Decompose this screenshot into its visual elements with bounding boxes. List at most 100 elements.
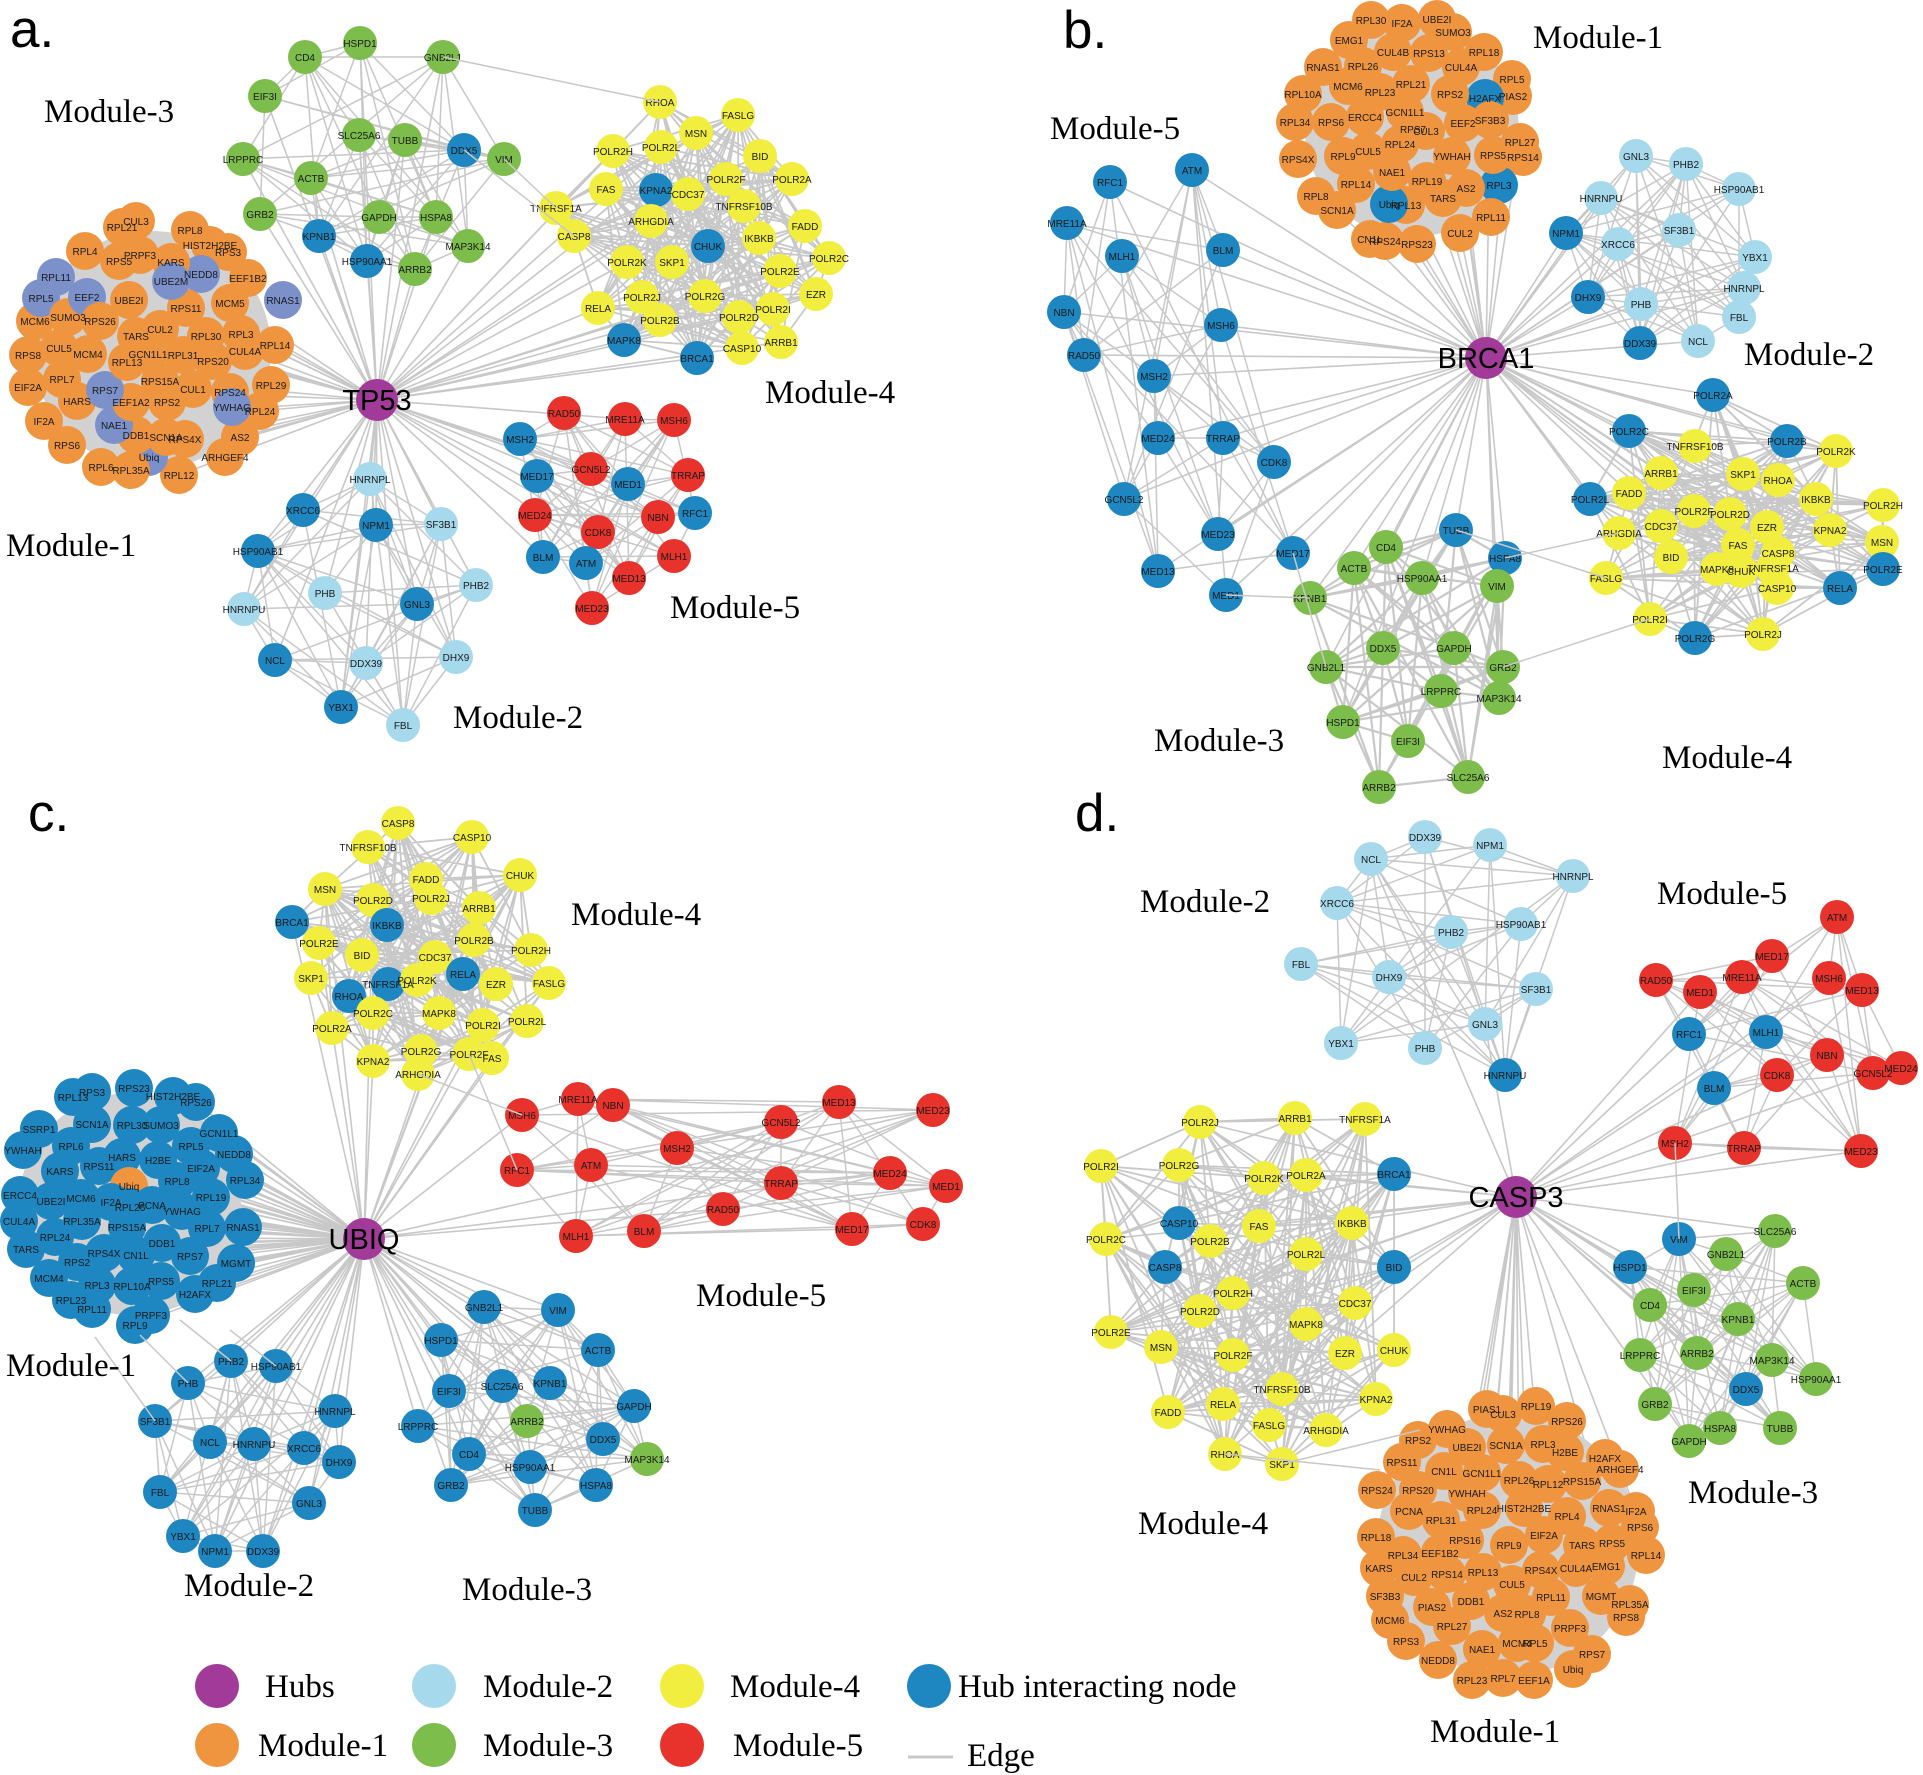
svg-text:CN1L: CN1L	[123, 1251, 149, 1262]
svg-text:SLC25A6: SLC25A6	[481, 1382, 524, 1393]
svg-text:VIM: VIM	[1670, 1235, 1688, 1246]
svg-text:RPL19: RPL19	[1412, 177, 1443, 188]
svg-text:Module-2: Module-2	[1744, 337, 1874, 373]
svg-text:FADD: FADD	[413, 875, 440, 886]
svg-text:MAPK8: MAPK8	[607, 336, 641, 347]
svg-text:RPL13: RPL13	[1391, 201, 1422, 212]
svg-text:GCN1L1: GCN1L1	[1386, 108, 1425, 119]
svg-text:RPL6: RPL6	[88, 463, 113, 474]
svg-text:Module-2: Module-2	[1140, 884, 1270, 920]
svg-text:POLR2D: POLR2D	[719, 313, 759, 324]
svg-text:CUL2: CUL2	[1447, 229, 1473, 240]
svg-text:MSH2: MSH2	[506, 435, 534, 446]
svg-text:ARRB1: ARRB1	[1278, 1114, 1312, 1125]
svg-text:DHX9: DHX9	[326, 1458, 353, 1469]
svg-text:MED24: MED24	[518, 511, 552, 522]
svg-text:RPL3: RPL3	[228, 330, 253, 341]
svg-text:RPL34: RPL34	[1388, 1551, 1419, 1562]
svg-text:CUL4A: CUL4A	[1445, 63, 1478, 74]
svg-text:HSPD1: HSPD1	[424, 1336, 458, 1347]
svg-text:SCN1A: SCN1A	[1489, 1441, 1523, 1452]
svg-text:RPL30: RPL30	[191, 332, 222, 343]
svg-text:CD4: CD4	[1640, 1301, 1660, 1312]
svg-text:HSPA8: HSPA8	[1489, 554, 1521, 565]
svg-text:IKBKB: IKBKB	[372, 921, 402, 932]
svg-text:RNAS1: RNAS1	[1306, 63, 1340, 74]
svg-text:RPS4X: RPS4X	[88, 1249, 121, 1260]
svg-text:CDC37: CDC37	[1645, 522, 1678, 533]
svg-text:RPS23: RPS23	[1401, 240, 1433, 251]
svg-text:RPL14: RPL14	[1631, 1551, 1662, 1562]
svg-text:RELA: RELA	[450, 970, 476, 981]
svg-text:HSP90AB1: HSP90AB1	[233, 547, 284, 558]
svg-text:IF2A: IF2A	[33, 417, 54, 428]
svg-text:KPNB1: KPNB1	[1722, 1315, 1755, 1326]
svg-text:MCM4: MCM4	[34, 1274, 64, 1285]
svg-text:POLR2F: POLR2F	[1675, 507, 1714, 518]
svg-text:YWHAG: YWHAG	[213, 403, 251, 414]
svg-text:ACTB: ACTB	[1341, 564, 1368, 575]
svg-text:KPNA2: KPNA2	[1814, 526, 1847, 537]
svg-text:KPNB1: KPNB1	[534, 1379, 567, 1390]
svg-text:RPS3: RPS3	[215, 248, 242, 259]
svg-text:YWHAH: YWHAH	[1448, 1489, 1485, 1500]
svg-text:MED13: MED13	[1845, 986, 1879, 997]
svg-text:GNL3: GNL3	[1623, 152, 1650, 163]
svg-text:MRE11A: MRE11A	[1047, 219, 1087, 230]
svg-text:SKP1: SKP1	[1730, 470, 1756, 481]
svg-text:SCN1A: SCN1A	[1320, 206, 1354, 217]
svg-text:EEF1A: EEF1A	[1518, 1676, 1550, 1687]
svg-text:MAP3K14: MAP3K14	[1476, 694, 1521, 705]
svg-text:IF2A: IF2A	[1625, 1507, 1646, 1518]
svg-text:NBN: NBN	[1053, 308, 1074, 319]
svg-text:RPS2: RPS2	[154, 398, 181, 409]
svg-text:DDX5: DDX5	[1370, 644, 1397, 655]
svg-text:AS2: AS2	[231, 433, 250, 444]
svg-text:POLR2K: POLR2K	[1244, 1174, 1284, 1185]
svg-text:RPL9: RPL9	[1496, 1541, 1521, 1552]
svg-text:RELA: RELA	[1827, 584, 1853, 595]
svg-text:Module-4: Module-4	[1662, 740, 1792, 776]
svg-text:MED1: MED1	[1686, 988, 1714, 999]
svg-text:RPS2: RPS2	[64, 1258, 91, 1269]
svg-text:EIF2A: EIF2A	[1530, 1531, 1558, 1542]
svg-text:ARRB1: ARRB1	[462, 904, 496, 915]
svg-text:DDX39: DDX39	[350, 659, 383, 670]
svg-text:RPS6: RPS6	[1318, 118, 1345, 129]
svg-text:BID: BID	[354, 951, 371, 962]
svg-text:CUL5: CUL5	[46, 344, 72, 355]
svg-text:TNFRSF1A: TNFRSF1A	[530, 204, 582, 215]
svg-text:TARS: TARS	[123, 332, 149, 343]
svg-text:LRPPRC: LRPPRC	[223, 155, 264, 166]
svg-text:EZR: EZR	[1335, 1349, 1355, 1360]
svg-text:GRB2: GRB2	[1489, 663, 1517, 674]
svg-text:GNB2L1: GNB2L1	[465, 1303, 504, 1314]
svg-text:MED23: MED23	[575, 604, 609, 615]
svg-text:RPS23: RPS23	[118, 1084, 150, 1095]
svg-text:SF3B3: SF3B3	[1475, 116, 1506, 127]
svg-text:FADD: FADD	[1616, 489, 1643, 500]
svg-text:SF3B1: SF3B1	[140, 1417, 171, 1428]
svg-text:PIAS2: PIAS2	[1499, 92, 1528, 103]
svg-text:Module-2: Module-2	[483, 1669, 613, 1705]
svg-text:NBN: NBN	[647, 513, 668, 524]
svg-text:RNAS1: RNAS1	[226, 1223, 260, 1234]
svg-text:RHOA: RHOA	[646, 98, 675, 109]
svg-text:FADD: FADD	[1155, 1408, 1182, 1419]
svg-text:POLR2B: POLR2B	[1767, 437, 1807, 448]
svg-text:POLR2G: POLR2G	[401, 1047, 442, 1058]
svg-text:TNFRSF10B: TNFRSF10B	[339, 843, 397, 854]
svg-text:CDK8: CDK8	[1261, 458, 1288, 469]
svg-text:RPS5: RPS5	[148, 1277, 175, 1288]
svg-text:MED17: MED17	[520, 472, 554, 483]
svg-text:TRRAP: TRRAP	[1206, 434, 1240, 445]
svg-text:POLR2C: POLR2C	[1086, 1235, 1126, 1246]
svg-text:RPL9: RPL9	[1330, 152, 1355, 163]
svg-text:RPS16: RPS16	[1449, 1536, 1481, 1547]
svg-text:NPM1: NPM1	[1476, 841, 1504, 852]
svg-text:RAD50: RAD50	[707, 1205, 740, 1216]
svg-text:RPS20: RPS20	[1402, 1486, 1434, 1497]
svg-text:POLR2D: POLR2D	[1180, 1307, 1220, 1318]
svg-text:GAPDH: GAPDH	[1671, 1437, 1707, 1448]
svg-text:RPS24: RPS24	[214, 388, 246, 399]
